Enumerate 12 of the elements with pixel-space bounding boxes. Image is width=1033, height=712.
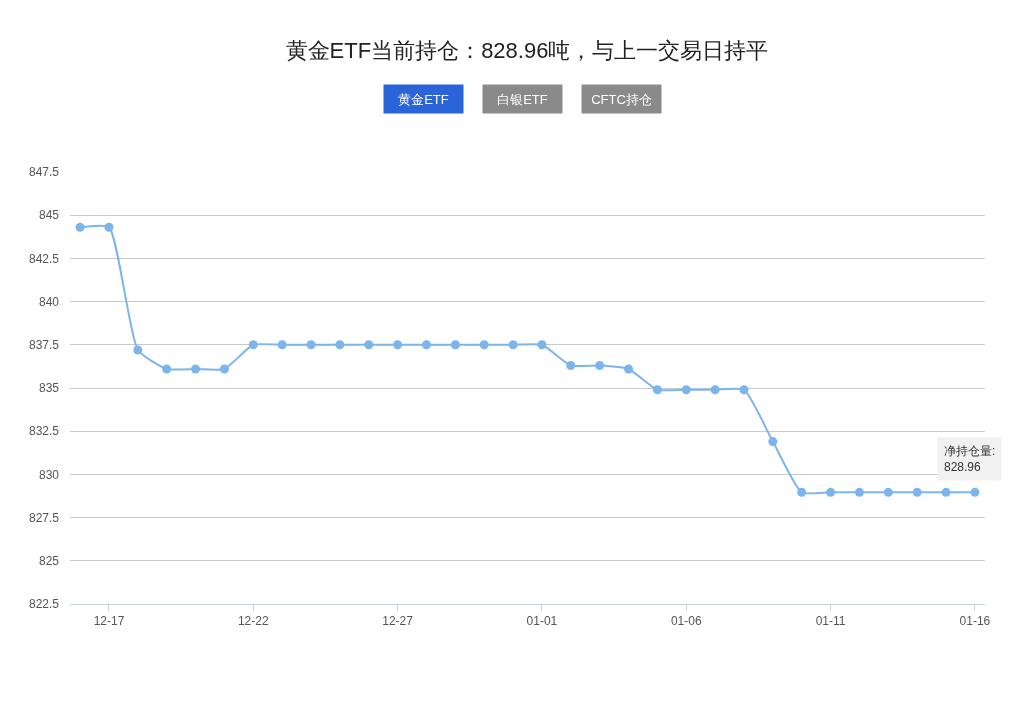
y-tick-label: 835: [38, 381, 60, 396]
y-tick-label: 825: [38, 554, 60, 568]
y-tick-label: 830: [38, 467, 60, 482]
y-tick-label: 827.5: [28, 510, 60, 525]
y-tick-label: 840: [38, 294, 60, 309]
y-tick-label: 822.5: [28, 597, 60, 612]
y-tick-label: 832.5: [28, 424, 60, 439]
y-tick-label: 847.5: [28, 165, 60, 180]
y-tick-label: 837.5: [28, 338, 60, 352]
point: [75, 222, 85, 232]
y-tick-label: 842.5: [28, 251, 60, 266]
y-tick-label: 845: [38, 208, 60, 223]
